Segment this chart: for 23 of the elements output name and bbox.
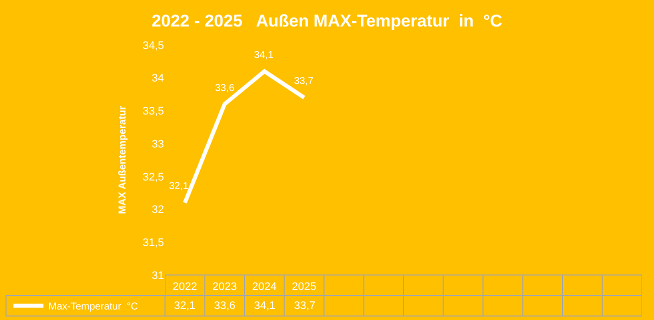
x-tick-label: 2023 <box>212 281 237 293</box>
text: 34,1 <box>254 50 274 61</box>
text: 33,6 <box>215 83 234 94</box>
y-tick-label: 34,5 <box>142 40 164 52</box>
data-label: 34,1 <box>254 300 276 312</box>
x-tick-label: 2025 <box>292 281 316 293</box>
y-tick-label: 31 <box>152 270 164 282</box>
text: 32,1 <box>169 181 188 192</box>
y-axis-title: MAX Außentemperatur <box>118 106 129 214</box>
text: 33,7 <box>294 76 314 87</box>
legend-label: Max-Temperatur °C <box>48 302 138 313</box>
y-tick-label: 33,5 <box>142 106 164 118</box>
x-tick-label: 2022 <box>172 281 198 293</box>
data-label: 33,6 <box>214 300 236 312</box>
y-tick-label: 32,5 <box>142 171 164 184</box>
y-tick-label: 32 <box>152 204 164 216</box>
data-label: 33,7 <box>294 300 316 312</box>
y-tick-label: 31,5 <box>142 236 164 249</box>
x-tick-label: 2024 <box>252 281 277 293</box>
y-tick-label: 34 <box>152 72 164 85</box>
y-tick-label: 33 <box>152 138 164 150</box>
chart-title: 2022 - 2025 Außen MAX-Temperatur in °C <box>152 11 502 30</box>
data-label: 32,1 <box>174 300 196 312</box>
